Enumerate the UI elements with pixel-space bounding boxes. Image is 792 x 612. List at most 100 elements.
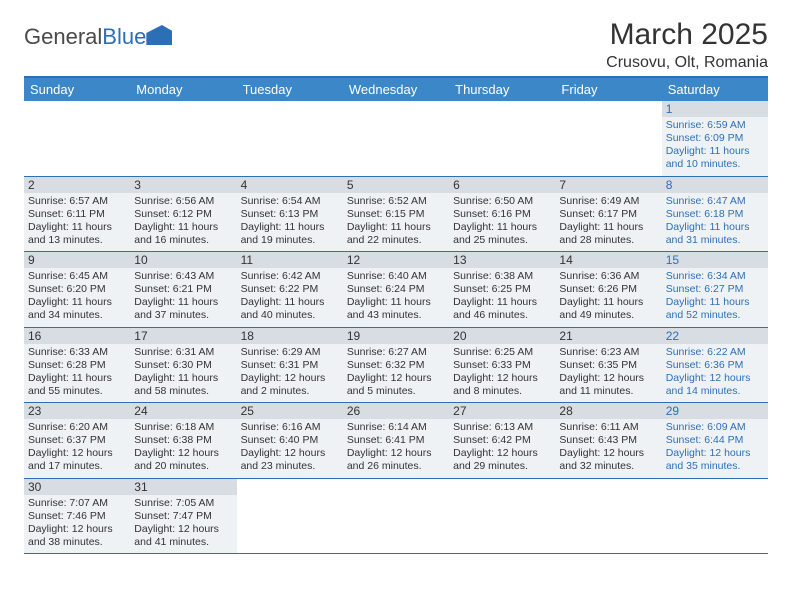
daylight-line: Daylight: 12 hours and 20 minutes. [134,447,232,473]
sunset-line: Sunset: 6:40 PM [241,434,339,447]
day-cell: 24Sunrise: 6:18 AMSunset: 6:38 PMDayligh… [130,403,236,478]
sunset-line: Sunset: 6:17 PM [559,208,657,221]
day-number: 31 [130,479,236,495]
sunrise-line: Sunrise: 6:33 AM [28,346,126,359]
logo-text: GeneralBlue [24,24,146,50]
sunset-line: Sunset: 6:12 PM [134,208,232,221]
sunrise-line: Sunrise: 6:52 AM [347,195,445,208]
day-cell: 16 Sunrise: 6:33 AMSunset: 6:28 PMDayligh… [24,328,130,403]
daylight-line: Daylight: 11 hours and 13 minutes. [28,221,126,247]
sunrise-line: Sunrise: 6:27 AM [347,346,445,359]
day-number: 12 [343,252,449,268]
daylight-line: Daylight: 11 hours and 31 minutes. [666,221,764,247]
day-number: 3 [130,177,236,193]
sunset-line: Sunset: 6:22 PM [241,283,339,296]
day-number: 15 [662,252,768,268]
sunrise-line: Sunrise: 6:40 AM [347,270,445,283]
daylight-line: Daylight: 11 hours and 55 minutes. [28,372,126,398]
daylight-line: Daylight: 12 hours and 8 minutes. [453,372,551,398]
day-cell: 14 Sunrise: 6:36 AMSunset: 6:26 PMDayligh… [555,252,661,327]
day-cell: 11Sunrise: 6:42 AMSunset: 6:22 PMDayligh… [237,252,343,327]
day-cell: 10Sunrise: 6:43 AMSunset: 6:21 PMDayligh… [130,252,236,327]
day-number: 20 [449,328,555,344]
empty-cell [449,101,555,176]
sunset-line: Sunset: 6:24 PM [347,283,445,296]
sunrise-line: Sunrise: 6:42 AM [241,270,339,283]
sunset-line: Sunset: 6:28 PM [28,359,126,372]
day-number: 14 [555,252,661,268]
day-number: 16 [24,328,130,344]
day-number: 8 [662,177,768,193]
sunrise-line: Sunrise: 6:57 AM [28,195,126,208]
day-cell: 13Sunrise: 6:38 AMSunset: 6:25 PMDayligh… [449,252,555,327]
sunrise-line: Sunrise: 6:47 AM [666,195,764,208]
sunset-line: Sunset: 6:43 PM [559,434,657,447]
daylight-line: Daylight: 11 hours and 43 minutes. [347,296,445,322]
days-of-week-row: SundayMondayTuesdayWednesdayThursdayFrid… [24,78,768,101]
day-number: 24 [130,403,236,419]
sunset-line: Sunset: 6:13 PM [241,208,339,221]
daylight-line: Daylight: 12 hours and 5 minutes. [347,372,445,398]
day-cell: 4Sunrise: 6:54 AMSunset: 6:13 PMDaylight… [237,177,343,252]
calendar: SundayMondayTuesdayWednesdayThursdayFrid… [24,76,768,554]
sunset-line: Sunset: 6:44 PM [666,434,764,447]
week-row: 30Sunrise: 7:07 AMSunset: 7:46 PMDayligh… [24,479,768,555]
sunset-line: Sunset: 6:38 PM [134,434,232,447]
sunrise-line: Sunrise: 6:36 AM [559,270,657,283]
sunrise-line: Sunrise: 7:05 AM [134,497,232,510]
day-cell: 21Sunrise: 6:23 AMSunset: 6:35 PMDayligh… [555,328,661,403]
sunset-line: Sunset: 6:09 PM [666,132,764,145]
day-cell: 23Sunrise: 6:20 AMSunset: 6:37 PMDayligh… [24,403,130,478]
day-number: 30 [24,479,130,495]
sunrise-line: Sunrise: 6:09 AM [666,421,764,434]
sunset-line: Sunset: 6:11 PM [28,208,126,221]
sunset-line: Sunset: 6:26 PM [559,283,657,296]
day-cell: 18Sunrise: 6:29 AMSunset: 6:31 PMDayligh… [237,328,343,403]
day-number: 17 [130,328,236,344]
day-number: 7 [555,177,661,193]
daylight-line: Daylight: 11 hours and 19 minutes. [241,221,339,247]
sunrise-line: Sunrise: 6:29 AM [241,346,339,359]
empty-cell [237,479,343,554]
sunrise-line: Sunrise: 6:59 AM [666,119,764,132]
day-number: 27 [449,403,555,419]
day-number: 26 [343,403,449,419]
sunset-line: Sunset: 6:15 PM [347,208,445,221]
sunset-line: Sunset: 6:30 PM [134,359,232,372]
daylight-line: Daylight: 11 hours and 40 minutes. [241,296,339,322]
sunrise-line: Sunrise: 6:13 AM [453,421,551,434]
day-cell: 22Sunrise: 6:22 AMSunset: 6:36 PMDayligh… [662,328,768,403]
day-cell: 27Sunrise: 6:13 AMSunset: 6:42 PMDayligh… [449,403,555,478]
sunrise-line: Sunrise: 6:34 AM [666,270,764,283]
daylight-line: Daylight: 12 hours and 32 minutes. [559,447,657,473]
sunrise-line: Sunrise: 6:16 AM [241,421,339,434]
day-number: 13 [449,252,555,268]
day-number: 2 [24,177,130,193]
empty-cell [130,101,236,176]
day-cell: 17Sunrise: 6:31 AMSunset: 6:30 PMDayligh… [130,328,236,403]
sunset-line: Sunset: 6:25 PM [453,283,551,296]
empty-cell [555,479,661,554]
sunset-line: Sunset: 6:35 PM [559,359,657,372]
day-number: 23 [24,403,130,419]
daylight-line: Daylight: 12 hours and 17 minutes. [28,447,126,473]
daylight-line: Daylight: 12 hours and 38 minutes. [28,523,126,549]
daylight-line: Daylight: 11 hours and 46 minutes. [453,296,551,322]
daylight-line: Daylight: 11 hours and 49 minutes. [559,296,657,322]
week-row: 2Sunrise: 6:57 AMSunset: 6:11 PMDaylight… [24,177,768,253]
weeks-container: 1Sunrise: 6:59 AMSunset: 6:09 PMDaylight… [24,101,768,554]
sunrise-line: Sunrise: 6:45 AM [28,270,126,283]
empty-cell [662,479,768,554]
daylight-line: Daylight: 11 hours and 25 minutes. [453,221,551,247]
daylight-line: Daylight: 12 hours and 23 minutes. [241,447,339,473]
month-title: March 2025 [606,18,768,52]
empty-cell [555,101,661,176]
flag-icon [146,25,172,45]
sunset-line: Sunset: 6:42 PM [453,434,551,447]
sunset-line: Sunset: 6:33 PM [453,359,551,372]
day-cell: 15Sunrise: 6:34 AMSunset: 6:27 PMDayligh… [662,252,768,327]
sunset-line: Sunset: 6:21 PM [134,283,232,296]
sunset-line: Sunset: 6:31 PM [241,359,339,372]
week-row: 1Sunrise: 6:59 AMSunset: 6:09 PMDaylight… [24,101,768,177]
sunset-line: Sunset: 6:32 PM [347,359,445,372]
